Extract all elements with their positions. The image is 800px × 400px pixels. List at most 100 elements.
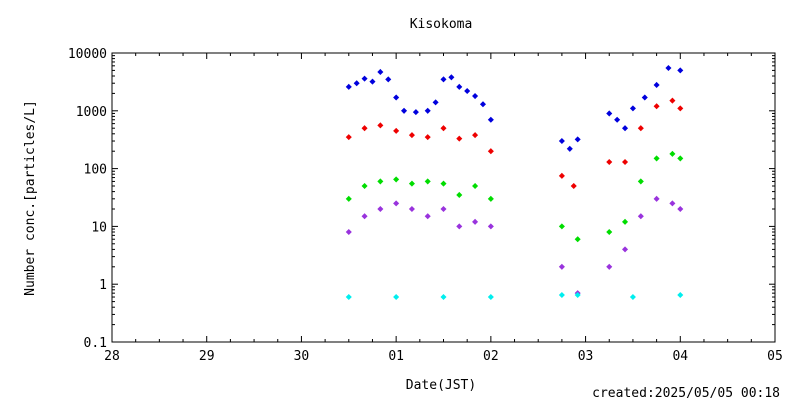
x-tick-label: 05 [767, 349, 783, 364]
data-point-series-4 [606, 263, 613, 270]
data-point-series-4 [622, 246, 629, 253]
data-point-series-2 [393, 127, 400, 134]
y-axis-title: Number conc.[particles/L] [23, 100, 38, 296]
data-point-series-1 [369, 78, 376, 85]
data-point-series-4 [677, 205, 684, 213]
data-point-series-2 [637, 125, 644, 132]
data-point-series-4 [637, 213, 644, 220]
x-tick-label: 02 [483, 349, 499, 364]
data-point-series-2 [456, 135, 463, 142]
data-point-series-4 [669, 200, 676, 207]
data-point-series-1 [361, 75, 368, 82]
data-point-series-2 [487, 148, 494, 155]
data-point-series-3 [440, 180, 447, 187]
x-tick-label: 29 [199, 349, 215, 364]
data-point-series-1 [558, 137, 565, 145]
data-point-series-3 [408, 180, 415, 187]
x-axis-title: Date(JST) [406, 378, 476, 393]
data-point-series-3 [653, 155, 660, 162]
data-point-series-4 [377, 205, 384, 213]
data-point-series-1 [665, 64, 672, 72]
data-point-series-2 [361, 125, 368, 132]
x-tick-label: 30 [294, 349, 310, 364]
data-point-series-2 [558, 172, 565, 179]
data-point-series-3 [606, 228, 613, 236]
data-point-series-3 [558, 223, 565, 230]
data-point-series-5 [558, 291, 565, 299]
data-point-series-2 [606, 158, 613, 166]
data-point-series-1 [401, 107, 408, 114]
data-point-series-4 [393, 200, 400, 207]
data-point-series-5 [574, 291, 581, 299]
data-point-series-5 [629, 293, 636, 301]
data-point-series-2 [440, 125, 447, 132]
data-point-series-5 [345, 293, 352, 301]
data-point-series-3 [393, 176, 400, 183]
y-tick-label: 10000 [68, 47, 107, 62]
data-point-series-4 [424, 213, 431, 220]
created-timestamp: created:2025/05/05 00:18 [592, 386, 780, 400]
data-point-series-3 [377, 178, 384, 185]
data-point-series-3 [622, 218, 629, 225]
data-point-series-2 [653, 103, 660, 110]
data-point-series-3 [677, 155, 684, 162]
x-tick-label: 28 [104, 349, 120, 364]
y-tick-label: 10 [91, 220, 107, 235]
data-point-series-1 [566, 145, 573, 152]
data-point-series-1 [456, 83, 463, 90]
data-point-series-4 [558, 263, 565, 270]
data-point-series-4 [440, 205, 447, 213]
y-tick-labels: 0.1 1 10 100 1000 10000 [68, 47, 107, 351]
data-point-series-2 [570, 182, 577, 190]
data-point-series-3 [456, 191, 463, 198]
data-point-series-1 [622, 125, 629, 132]
data-point-series-2 [669, 97, 676, 104]
data-point-series-3 [637, 178, 644, 185]
data-point-series-1 [412, 109, 419, 116]
data-point-series-1 [448, 74, 455, 81]
data-point-series-4 [345, 228, 352, 236]
data-point-series-1 [574, 136, 581, 143]
data-point-series-1 [677, 67, 684, 74]
data-point-series-1 [432, 99, 439, 106]
data-point-series-3 [345, 195, 352, 202]
chart-title: Kisokoma [410, 17, 473, 32]
y-tick-label: 1 [99, 278, 107, 293]
data-point-series-4 [653, 195, 660, 202]
data-point-series-2 [472, 132, 479, 139]
data-point-series-1 [629, 105, 636, 112]
data-point-series-4 [408, 205, 415, 213]
data-point-series-1 [377, 68, 384, 75]
data-point-series-1 [479, 101, 486, 108]
data-point-series-4 [456, 223, 463, 230]
data-point-series-1 [472, 93, 479, 100]
data-point-series-1 [487, 116, 494, 123]
data-point-series-1 [385, 76, 392, 83]
data-point-series-2 [377, 122, 384, 129]
tick-marks [111, 52, 776, 343]
data-point-series-2 [345, 134, 352, 141]
data-point-series-1 [345, 83, 352, 90]
data-point-series-4 [487, 223, 494, 230]
data-point-series-3 [424, 178, 431, 185]
data-point-series-5 [487, 293, 494, 301]
data-point-series-5 [677, 291, 684, 299]
data-point-series-1 [440, 76, 447, 83]
data-point-series-1 [641, 94, 648, 101]
data-point-series-1 [606, 110, 613, 117]
data-point-series-1 [424, 107, 431, 114]
x-tick-label: 04 [672, 349, 688, 364]
x-tick-label: 01 [388, 349, 404, 364]
data-point-series-2 [622, 158, 629, 166]
data-point-series-1 [614, 116, 621, 123]
y-tick-label: 1000 [76, 105, 107, 120]
data-point-series-2 [408, 132, 415, 139]
data-points [345, 64, 684, 301]
data-point-series-2 [677, 105, 684, 112]
data-point-series-1 [653, 81, 660, 88]
x-tick-labels: 28 29 30 01 02 03 04 05 [104, 349, 783, 364]
data-point-series-5 [440, 293, 447, 301]
data-point-series-1 [393, 94, 400, 101]
